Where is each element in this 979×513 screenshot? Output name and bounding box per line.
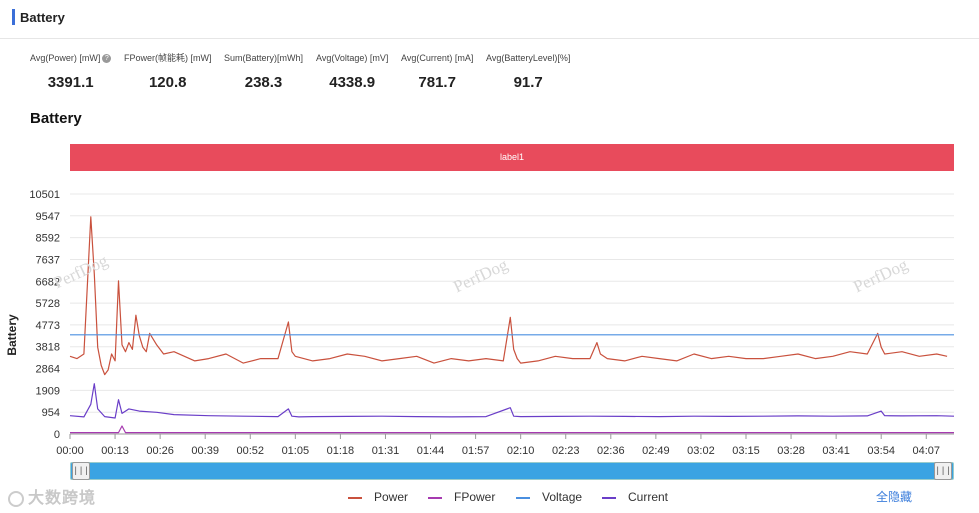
x-tick-label: 04:07 <box>913 445 941 457</box>
y-tick-label: 954 <box>42 407 60 419</box>
y-tick-label: 7637 <box>36 254 60 266</box>
legend-swatch <box>516 496 530 499</box>
y-tick-label: 8592 <box>36 233 60 245</box>
x-tick-label: 00:00 <box>56 445 84 457</box>
stat-value: 781.7 <box>418 74 456 91</box>
x-tick-label: 03:28 <box>777 445 805 457</box>
stat-avg-battery-level: Avg(BatteryLevel)[%] 91.7 <box>486 52 570 92</box>
series-line-power <box>69 216 948 376</box>
brand-icon <box>8 490 24 507</box>
y-axis-label: Battery <box>5 314 19 356</box>
hide-all-button[interactable]: 全隐藏 <box>876 490 913 504</box>
stat-value: 3391.1 <box>47 74 94 91</box>
x-tick-label: 01:18 <box>327 445 355 457</box>
stat-label: Avg(Power) [mW]? <box>30 52 112 64</box>
stat-avg-voltage: Avg(Voltage) [mV] 4338.9 <box>316 52 388 92</box>
x-tick-label: 02:23 <box>552 445 580 457</box>
y-tick-label: 1909 <box>36 385 60 397</box>
drag-handle-icon[interactable]: ||| <box>72 462 90 480</box>
x-tick-label: 02:49 <box>642 445 670 457</box>
section-title: Battery <box>30 110 82 127</box>
x-tick-label: 02:10 <box>507 445 535 457</box>
y-tick-label: 2864 <box>36 364 60 376</box>
legend-label: FPower <box>454 490 496 504</box>
stat-fpower: FPower(帧能耗) [mW] 120.8 <box>124 52 212 92</box>
stat-label: Avg(Current) [mA] <box>401 53 474 63</box>
stat-value: 120.8 <box>148 74 187 91</box>
y-tick-label: 3818 <box>36 342 60 354</box>
stat-avg-power: Avg(Power) [mW]? 3391.1 <box>30 52 112 92</box>
stat-value: 238.3 <box>244 74 283 91</box>
chart-grid <box>70 193 954 435</box>
header-accent-bar <box>12 9 15 25</box>
stat-label: Sum(Battery)[mWh] <box>224 53 304 63</box>
y-tick-label: 10501 <box>29 189 60 201</box>
x-tick-label: 00:26 <box>146 445 174 457</box>
x-tick-label: 03:54 <box>867 445 895 457</box>
stat-label: FPower(帧能耗) [mW] <box>124 53 212 63</box>
page-title: Battery <box>20 10 65 25</box>
x-tick-label: 01:05 <box>282 445 310 457</box>
stat-label: Avg(Voltage) [mV] <box>316 53 389 63</box>
x-tick-label: 00:39 <box>191 445 219 457</box>
y-tick-label: 6682 <box>36 276 60 288</box>
legend-swatch <box>348 496 362 499</box>
y-tick-label: 0 <box>54 429 60 441</box>
x-tick-label: 03:41 <box>822 445 850 457</box>
x-tick-label: 03:02 <box>687 445 715 457</box>
x-tick-label: 00:13 <box>101 445 129 457</box>
chart-series <box>69 216 955 434</box>
legend-item-voltage[interactable]: Voltage <box>516 489 582 505</box>
drag-handle-icon[interactable]: ||| <box>934 462 952 480</box>
page-header: Battery <box>0 0 979 39</box>
legend-swatch <box>602 496 616 499</box>
stat-value: 91.7 <box>513 74 543 91</box>
battery-chart[interactable]: 0 954 1909 2864 3818 4773 5728 6682 7637 8592 9547… <box>0 180 979 460</box>
y-tick-label: 4773 <box>36 320 60 332</box>
brand-text: 大数跨境 <box>28 490 97 507</box>
question-circle-icon[interactable]: ? <box>102 54 112 64</box>
chart-legend: Power FPower Voltage Current <box>0 489 979 505</box>
legend-item-power[interactable]: Power <box>348 489 408 505</box>
x-tick-label: 02:36 <box>597 445 625 457</box>
stat-value: 4338.9 <box>329 74 376 91</box>
legend-item-current[interactable]: Current <box>602 489 668 505</box>
y-axis-ticks: 0 954 1909 2864 3818 4773 5728 6682 7637 8592 9547… <box>29 189 60 441</box>
x-tick-label: 01:31 <box>372 445 400 457</box>
legend-label: Voltage <box>542 490 583 504</box>
label-bar[interactable]: label1 <box>70 144 954 171</box>
legend-item-fpower[interactable]: FPower <box>428 489 495 505</box>
x-tick-label: 01:44 <box>417 445 445 457</box>
y-tick-label: 5728 <box>36 298 60 310</box>
series-line-current <box>69 383 955 419</box>
x-tick-label: 00:52 <box>237 445 265 457</box>
x-tick-label: 03:15 <box>732 445 760 457</box>
x-axis-ticks: 00:00 00:13 00:26 00:39 00:52 01:05 01:18 01:31… <box>56 434 940 457</box>
legend-label: Current <box>628 490 669 504</box>
stat-label: Avg(BatteryLevel)[%] <box>486 53 571 63</box>
stat-avg-current: Avg(Current) [mA] 781.7 <box>401 52 473 92</box>
legend-label: Power <box>374 490 409 504</box>
zoom-slider-track[interactable] <box>70 462 954 480</box>
y-tick-label: 9547 <box>36 211 60 223</box>
brand-logo: 大数跨境 <box>8 484 96 508</box>
stat-sum-battery: Sum(Battery)[mWh] 238.3 <box>224 52 303 92</box>
x-tick-label: 01:57 <box>462 445 490 457</box>
series-line-fpower <box>70 425 954 434</box>
legend-swatch <box>428 496 442 499</box>
